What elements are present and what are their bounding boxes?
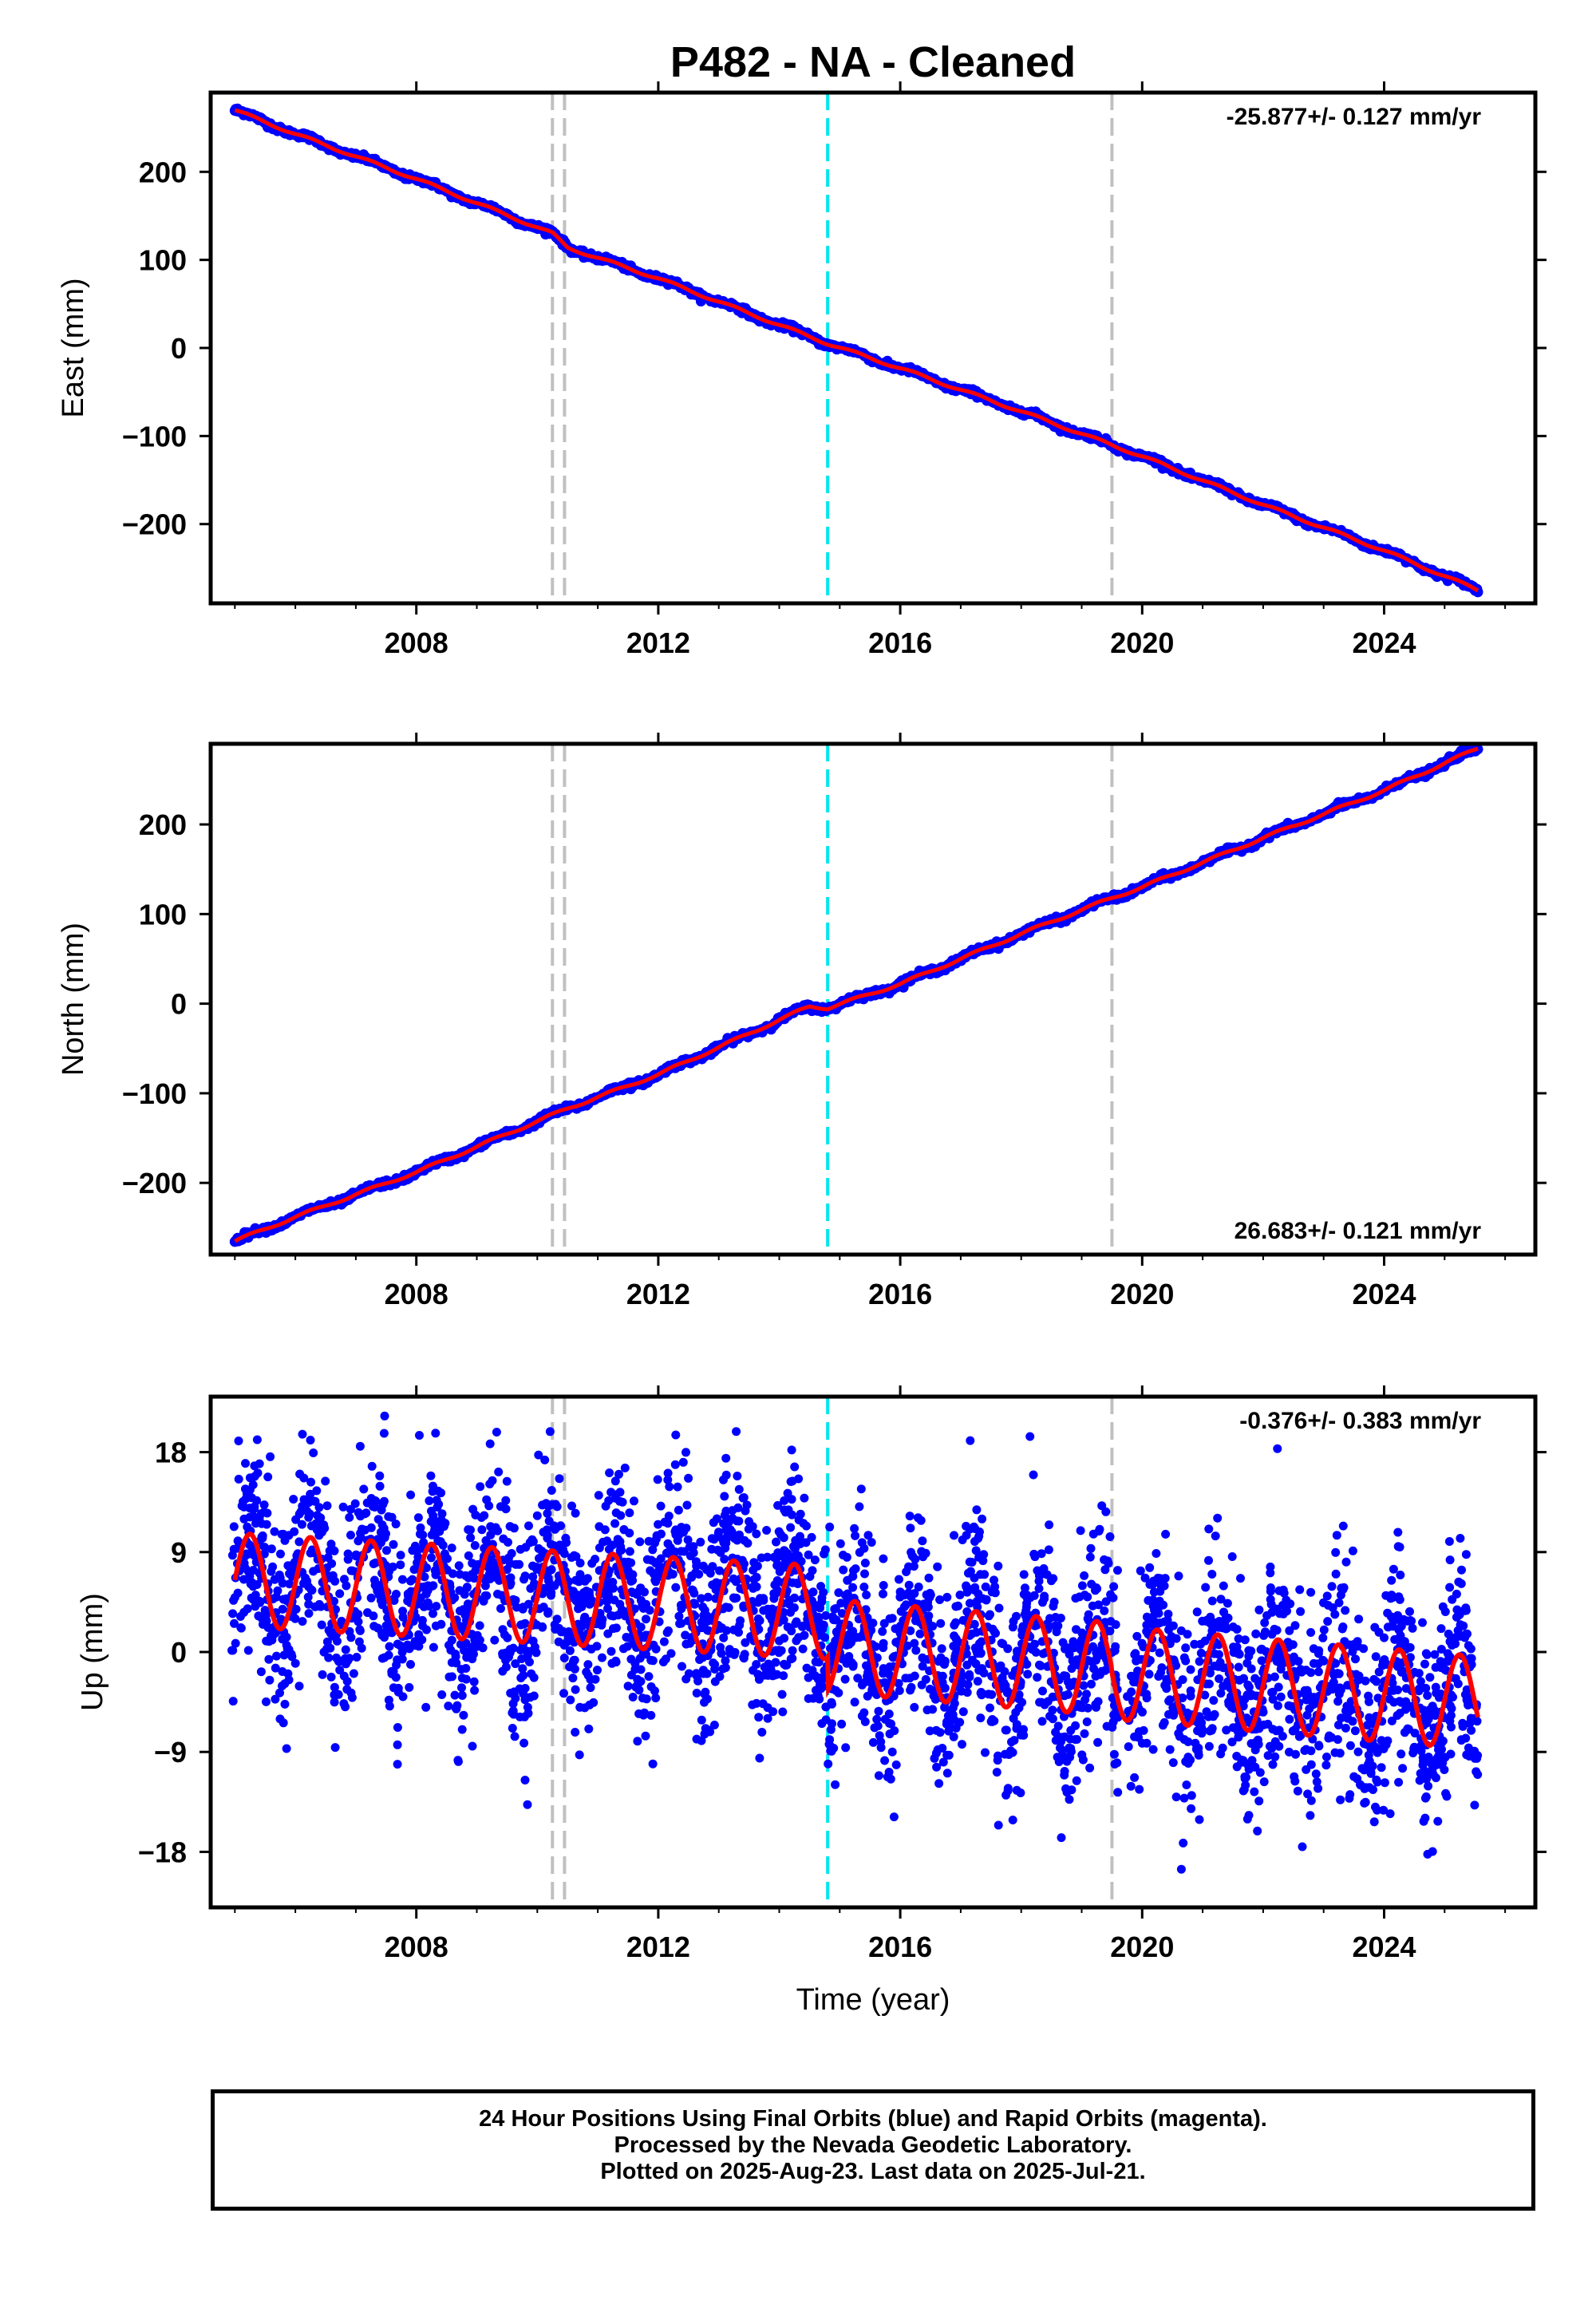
caption-line-1: 24 Hour Positions Using Final Orbits (bl… [479,2106,1267,2132]
plot-frame [208,741,1538,1257]
y-tick-label: 200 [139,156,187,188]
x-axis-label: Time (year) [796,1983,950,2017]
model-fit-line [234,108,1479,593]
y-tick-label: 100 [139,898,187,931]
y-tick-label: 200 [139,808,187,841]
x-tick-label: 2024 [1352,1931,1416,1963]
y-tick-label: 9 [171,1536,187,1569]
model-fit-line [232,1531,1480,1749]
x-tick-label: 2016 [868,1278,932,1310]
y-tick-label: 100 [139,244,187,277]
x-tick-label: 2016 [868,626,932,659]
y-tick-label: −100 [122,420,187,453]
y-axis-label: Up (mm) [76,1593,109,1711]
x-tick-label: 2020 [1110,626,1174,659]
y-tick-label: −100 [122,1077,187,1110]
rate-label: 26.683+/- 0.121 mm/yr [1235,1218,1482,1244]
x-tick-label: 2020 [1110,1931,1174,1963]
x-tick-label: 2020 [1110,1278,1174,1310]
x-tick-label: 2012 [626,1931,690,1963]
y-tick-label: −18 [138,1836,187,1868]
y-tick-label: −200 [122,508,187,541]
y-tick-label: 0 [171,1636,187,1669]
data-points [227,1411,1483,1874]
x-tick-label: 2008 [385,626,448,659]
x-tick-label: 2016 [868,1931,932,1963]
x-tick-label: 2008 [385,1931,448,1963]
panel-north: 2008 2012 2016 2020 2024 200 100 0 −100 −200 North… [57,733,1547,1310]
x-tick-label: 2024 [1352,626,1416,659]
chart-title: P482 - NA - Cleaned [670,38,1076,86]
y-axis-label: East (mm) [57,278,90,417]
y-tick-label: 18 [155,1437,187,1469]
plot-area [229,93,1483,603]
x-tick-label: 2012 [626,1278,690,1310]
x-tick-label: 2012 [626,626,690,659]
y-tick-label: −9 [154,1736,187,1769]
y-axis-label: North (mm) [57,923,90,1076]
panel-up: 2008 2012 2016 2020 2024 18 9 0 −9 −18 Up (mm) Time… [76,1385,1547,2017]
caption-line-2: Processed by the Nevada Geodetic Laborat… [614,2132,1132,2158]
model-fit-line [234,746,1479,1243]
panel-east: 2008 2012 2016 2020 2024 200 100 0 −100 −200 East … [57,81,1547,659]
caption-box: 24 Hour Positions Using Final Orbits (bl… [211,2089,1535,2211]
x-tick-label: 2024 [1352,1278,1416,1310]
plot-area [229,744,1483,1255]
y-tick-label: 0 [171,988,187,1021]
rate-label: -25.877+/- 0.127 mm/yr [1227,104,1482,130]
y-tick-label: −200 [122,1167,187,1199]
rate-label: -0.376+/- 0.383 mm/yr [1239,1408,1481,1434]
plot-area [227,1397,1483,1907]
caption-line-3: Plotted on 2025-Aug-23. Last data on 202… [600,2159,1146,2184]
x-tick-label: 2008 [385,1278,448,1310]
y-tick-label: 0 [171,332,187,365]
